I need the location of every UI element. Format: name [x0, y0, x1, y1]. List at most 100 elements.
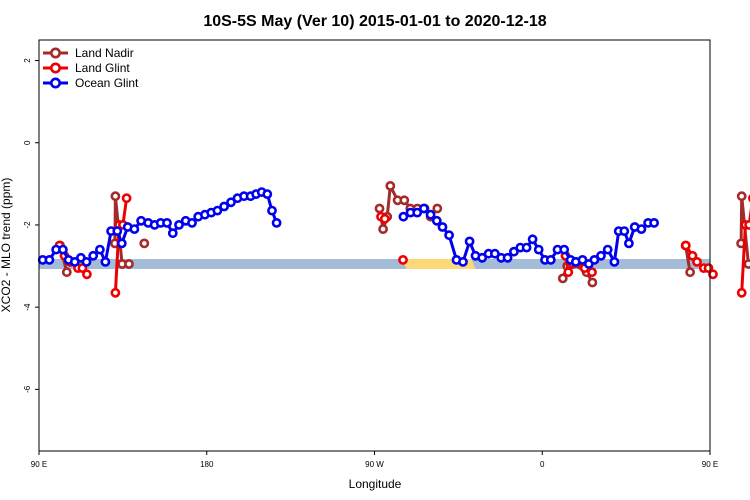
series-2-point-0-10: [100, 256, 111, 267]
x-tick-label-4: 90 E: [702, 460, 718, 469]
series-2-point-0-29: [219, 201, 229, 212]
series-2-point-1-23: [545, 254, 556, 265]
series-2-point-0-1: [44, 254, 55, 265]
y-tick-label-1: 0: [23, 140, 32, 145]
series-2-point-0-38: [271, 217, 282, 228]
x-tick-label-2: 90 W: [365, 460, 384, 469]
series-2-point-1-25: [559, 244, 570, 255]
series-2-point-1-16: [502, 252, 513, 263]
y-tick-label-3: -4: [23, 303, 32, 311]
series-2-point-1-12: [477, 252, 488, 263]
series-2-point-1-2: [412, 207, 423, 218]
series-2-point-1-20: [527, 234, 538, 245]
x-tick-label-1: 180: [200, 460, 214, 469]
series-1-point-5-1: [687, 250, 698, 261]
chart-title: 10S-5S May (Ver 10) 2015-01-01 to 2020-1…: [203, 13, 546, 30]
series-1-point-6-0: [736, 287, 747, 298]
series-2-point-2-1: [577, 254, 588, 265]
legend-label-0: Land Nadir: [75, 46, 134, 60]
series-1-point-6-2: [744, 220, 750, 230]
series-2-point-1-9: [458, 256, 468, 267]
series-2-point-2-3: [589, 254, 600, 265]
series-2-point-0-9: [95, 244, 105, 255]
legend-item-2: Ocean Glint: [43, 76, 139, 90]
series-2-point-0-12: [112, 226, 123, 236]
series-2: [37, 187, 659, 269]
series-0-point-5-0: [557, 273, 568, 284]
series-0-point-4-10: [432, 203, 443, 214]
series-2-point-1-3: [418, 203, 429, 214]
series-2-point-0-30: [226, 197, 236, 208]
series-2-point-1-5: [431, 215, 442, 226]
series-1-point-3-0: [398, 254, 408, 265]
series-2-point-0-20: [162, 217, 172, 228]
series-1-point-4-4: [587, 267, 597, 278]
series-2-point-1-7: [444, 230, 454, 241]
series-1-point-1-3: [121, 193, 132, 204]
series-2-point-1-21: [533, 244, 544, 255]
series-2-point-2-8: [619, 226, 630, 236]
series-1: [54, 193, 750, 298]
series-1-point-1-0: [110, 287, 121, 298]
series-2-point-2-4: [596, 250, 606, 261]
legend-label-2: Ocean Glint: [75, 76, 139, 90]
series-2-point-1-14: [489, 248, 500, 259]
series-0-point-3-0: [139, 238, 150, 249]
series-2-point-0-3: [58, 244, 68, 255]
series-2-point-0-8: [88, 250, 99, 261]
series-1-point-5-5: [708, 269, 718, 280]
reference-band: [39, 258, 710, 269]
y-tick-label-4: -6: [23, 385, 32, 393]
legend-item-1: Land Glint: [43, 61, 130, 75]
series-0: [55, 180, 750, 288]
series-0-point-4-0: [374, 203, 385, 214]
series-0-point-5-4: [587, 277, 598, 288]
legend-item-0: Land Nadir: [43, 46, 134, 60]
series-2-point-1-0: [398, 211, 409, 222]
band-ocean: [39, 258, 710, 269]
series-2-point-0-37: [267, 205, 277, 216]
series-2-point-0-7: [81, 256, 92, 267]
series-2-point-2-5: [602, 244, 613, 255]
y-axis: 2 0 -2 -4 -6: [23, 58, 39, 393]
series-1-point-5-0: [680, 240, 691, 251]
series-layer: [37, 180, 750, 298]
series-1-point-5-2: [692, 256, 702, 267]
series-2-point-0-28: [212, 205, 223, 216]
x-tick-label-3: 0: [540, 460, 545, 469]
series-0-point-4-3: [385, 180, 396, 191]
series-2-point-1-10: [464, 236, 475, 247]
series-2-point-0-13: [116, 238, 127, 249]
series-2-point-1-19: [521, 242, 532, 253]
series-2-point-1-17: [509, 246, 519, 257]
series-2-point-0-36: [262, 189, 273, 199]
series-0-point-7-1: [736, 191, 747, 202]
series-2-point-2-9: [624, 238, 634, 249]
x-axis-title: Longitude: [349, 477, 402, 491]
y-tick-label-2: -2: [23, 221, 32, 229]
series-2-point-1-6: [437, 222, 448, 232]
series-0-point-2-0: [124, 259, 134, 269]
series-2-point-0-22: [174, 219, 184, 230]
series-0-point-4-1: [378, 224, 388, 234]
series-0-point-1-1: [110, 191, 121, 202]
legend-marker-1: [49, 62, 61, 74]
legend-marker-0: [49, 47, 61, 59]
series-1-point-2-1: [379, 213, 390, 224]
series-2-point-1-4: [425, 209, 436, 220]
series-0-point-6-1: [685, 267, 695, 278]
series-2-point-2-11: [636, 224, 647, 234]
series-0-point-7-2: [743, 259, 750, 269]
series-2-point-0-24: [187, 217, 197, 228]
y-tick-label-0: 2: [23, 58, 32, 63]
series-2-point-0-21: [167, 228, 178, 239]
y-axis-title: XCO2 - MLO trend (ppm): [0, 178, 13, 313]
x-tick-label-0: 90 E: [31, 460, 47, 469]
series-2-point-0-15: [129, 224, 140, 234]
series-0-point-4-5: [399, 195, 410, 206]
legend-marker-2: [49, 77, 61, 89]
series-1-point-4-1: [563, 267, 574, 278]
legend-label-1: Land Glint: [75, 61, 130, 75]
